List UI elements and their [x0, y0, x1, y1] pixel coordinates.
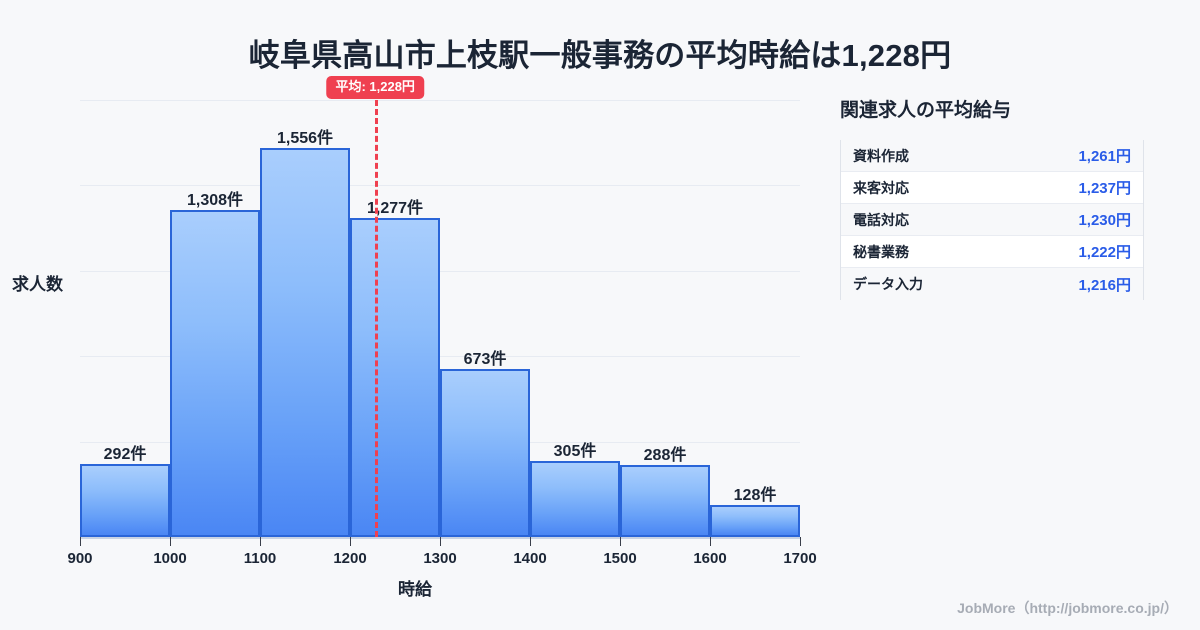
- average-line: [375, 100, 379, 537]
- bar-value-label: 1,277件: [366, 200, 424, 218]
- table-row: 電話対応 1,230円: [841, 204, 1143, 236]
- gridline: [80, 356, 800, 357]
- row-label: 来客対応: [853, 179, 909, 196]
- x-axis-tick-label: 1400: [513, 550, 547, 567]
- row-label: 秘書業務: [853, 243, 909, 260]
- bar-value-label: 1,556件: [276, 130, 334, 148]
- row-label: 資料作成: [853, 147, 909, 164]
- histogram-bar: [620, 465, 710, 537]
- row-label: データ入力: [853, 276, 923, 292]
- average-badge: 平均: 1,228円: [326, 76, 424, 100]
- x-axis-tick: [440, 537, 441, 546]
- x-axis-tick-label: 1300: [423, 550, 457, 567]
- bar-value-label: 305件: [553, 442, 597, 460]
- row-value: 1,230円: [1078, 212, 1131, 229]
- y-axis-label: 求人数: [12, 275, 63, 294]
- histogram-bar: [170, 210, 260, 537]
- x-axis-tick: [80, 537, 81, 546]
- gridline: [80, 185, 800, 186]
- x-axis-tick-label: 1200: [333, 550, 367, 567]
- row-label: 電話対応: [853, 211, 909, 228]
- x-axis-tick: [260, 537, 261, 546]
- x-axis-tick: [170, 537, 171, 546]
- row-value: 1,222円: [1078, 244, 1131, 261]
- x-axis-tick: [530, 537, 531, 546]
- bar-value-label: 673件: [463, 350, 507, 368]
- row-value: 1,216円: [1078, 276, 1131, 294]
- x-axis-tick: [620, 537, 621, 546]
- plot-area: 292件 1,308件 1,556件 1,277件 673件 305件 288件 128件 90…: [67, 76, 817, 567]
- x-axis-tick-label: 1600: [693, 550, 727, 567]
- x-axis-tick: [350, 537, 351, 546]
- bar-value-label: 292件: [103, 446, 147, 464]
- page-title: 岐阜県高山市上枝駅一般事務の平均時給は1,228円: [248, 38, 952, 73]
- table-row: 秘書業務 1,222円: [841, 236, 1143, 268]
- gridline: [80, 100, 800, 101]
- side-panel-title: 関連求人の平均給与: [840, 100, 1012, 121]
- x-axis-tick-label: 1100: [243, 550, 277, 567]
- bar-value-label: 288件: [643, 447, 687, 465]
- x-axis-tick: [710, 537, 711, 546]
- related-salary-table: 資料作成 1,261円来客対応 1,237円電話対応 1,230円秘書業務 1,222円…: [840, 140, 1144, 300]
- table-row: 資料作成 1,261円: [841, 140, 1143, 172]
- histogram-bar: [260, 148, 350, 537]
- bar-value-label: 1,308件: [186, 192, 244, 210]
- histogram-bar: [440, 368, 530, 537]
- gridline: [80, 271, 800, 272]
- row-value: 1,237円: [1078, 180, 1131, 197]
- x-axis-label: 時給: [398, 580, 432, 599]
- bar-value-label: 128件: [733, 487, 777, 505]
- table-row: 来客対応 1,237円: [841, 172, 1143, 204]
- x-axis-tick-label: 1500: [603, 550, 637, 567]
- footer-credit: JobMore（http://jobmore.co.jp/）: [957, 600, 1178, 616]
- x-axis-tick-label: 1700: [783, 550, 817, 567]
- table-row: データ入力 1,216円: [841, 268, 1143, 300]
- x-axis-tick: [800, 537, 801, 546]
- row-value: 1,261円: [1078, 148, 1131, 165]
- histogram-bar: [530, 460, 620, 537]
- histogram-bar: [710, 505, 800, 537]
- x-axis-tick-label: 900: [67, 550, 93, 567]
- histogram-chart: 求人数 292件 1,308件 1,556件 1,277件 673件 305件 288件 12…: [0, 76, 830, 600]
- histogram-bar: [80, 464, 170, 537]
- related-salary-panel: 関連求人の平均給与 資料作成 1,261円来客対応 1,237円電話対応 1,230円…: [836, 95, 1176, 300]
- x-axis-tick-label: 1000: [153, 550, 187, 567]
- histogram-bar: [350, 218, 440, 537]
